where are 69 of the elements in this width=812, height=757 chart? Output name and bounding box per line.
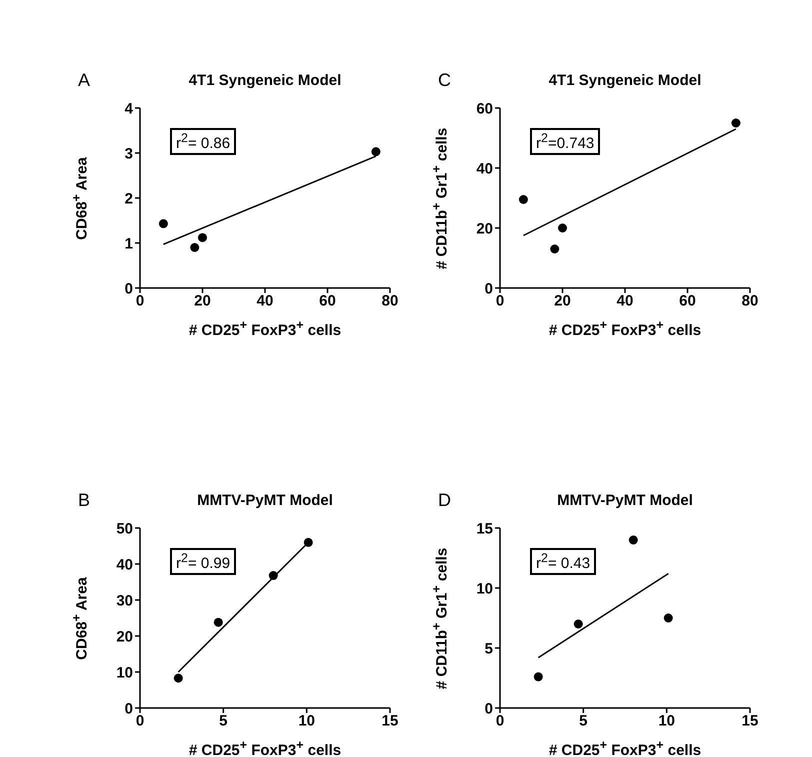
- x-tick-label: 60: [319, 292, 336, 310]
- point: [534, 672, 543, 682]
- text: C: [438, 70, 451, 91]
- point: [574, 620, 583, 628]
- x-tick-label: 20: [194, 292, 211, 310]
- x-tick-label: 0: [136, 292, 144, 310]
- point: [174, 674, 183, 683]
- y-tick-label: 40: [476, 160, 493, 178]
- y-tick-label: 3: [124, 145, 133, 162]
- x-tick-label: 80: [742, 292, 758, 310]
- y-tick-label: 0: [484, 700, 493, 718]
- point: [550, 244, 560, 254]
- annotation: r$^{2}$= 0.86: [170, 128, 236, 155]
- x-tick-label: 20: [554, 292, 571, 310]
- x-tick-label: 0: [496, 292, 504, 310]
- y-tick-label: 20: [116, 628, 133, 646]
- x-axis-title: # CD25$^{+}$ FoxP3$^{+}$ cells: [548, 318, 702, 339]
- y-tick-label: 60: [476, 100, 493, 118]
- text: A: [78, 70, 90, 91]
- point: [304, 538, 313, 547]
- x-tick-label: 80: [382, 292, 398, 310]
- x-tick-label: 60: [679, 292, 696, 310]
- x-tick-label: 0: [496, 712, 504, 730]
- y-tick-label: 15: [476, 520, 493, 538]
- y-tick-label: 10: [116, 664, 133, 682]
- point: [518, 195, 528, 204]
- text: D: [438, 490, 451, 511]
- x-tick-label: 10: [298, 712, 316, 730]
- chart-title: 4T1 Syngeneic Model: [188, 72, 342, 89]
- x-tick-label: 5: [579, 712, 588, 730]
- y-tick-label: 5: [484, 640, 493, 658]
- y-tick-label: 4: [124, 100, 134, 118]
- x-tick-label: 40: [256, 292, 274, 310]
- x-axis-title: # CD25$^{+}$ FoxP3$^{+}$ cells: [548, 738, 702, 757]
- y-tick-label: 0: [124, 700, 133, 718]
- chart-title: MMTV-PyMT Model: [196, 492, 334, 509]
- point: [731, 118, 740, 128]
- text: B: [78, 490, 90, 511]
- x-tick-label: 15: [382, 712, 398, 730]
- chart-title: 4T1 Syngeneic Model: [548, 72, 702, 89]
- x-axis-title: # CD25$^{+}$ FoxP3$^{+}$ cells: [188, 738, 342, 757]
- annotation: r$^{2}$= 0.99: [170, 548, 236, 575]
- y-tick-label: 1: [124, 235, 133, 252]
- point: [190, 243, 200, 252]
- point: [214, 618, 223, 627]
- point: [664, 614, 673, 622]
- x-tick-label: 15: [742, 712, 758, 730]
- annotation: r$^{2}$= 0.43: [530, 548, 596, 575]
- y-tick-label: 0: [484, 280, 493, 298]
- y-tick-label: 30: [116, 592, 133, 610]
- point: [558, 224, 567, 232]
- annotation: r$^{2}$=0.743: [530, 128, 600, 155]
- point: [158, 219, 168, 228]
- x-tick-label: 0: [136, 712, 144, 730]
- point: [371, 147, 380, 156]
- y-tick-label: 50: [116, 520, 133, 538]
- x-axis-title: # CD25$^{+}$ FoxP3$^{+}$ cells: [188, 318, 342, 339]
- point: [628, 536, 638, 544]
- point: [268, 571, 278, 580]
- y-tick-label: 2: [124, 190, 133, 208]
- x-tick-label: 40: [616, 292, 634, 310]
- chart-title: MMTV-PyMT Model: [556, 492, 694, 509]
- y-tick-label: 20: [476, 220, 493, 238]
- x-tick-label: 5: [219, 712, 228, 730]
- y-tick-label: 0: [124, 280, 133, 298]
- y-tick-label: 40: [116, 556, 133, 574]
- x-tick-label: 10: [658, 712, 676, 730]
- point: [198, 233, 207, 242]
- y-tick-label: 10: [476, 580, 493, 598]
